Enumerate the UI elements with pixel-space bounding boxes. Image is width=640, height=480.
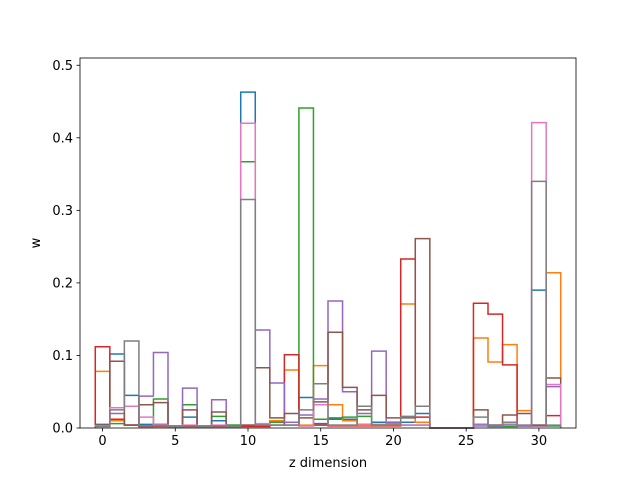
x-tick-label: 25 (458, 434, 475, 449)
y-tick-label: 0.1 (52, 349, 73, 364)
x-tick-label: 15 (312, 434, 329, 449)
y-tick-label: 0.2 (52, 276, 73, 291)
x-axis-ticks: 0 5 10 15 20 25 30 (98, 428, 547, 449)
x-tick-label: 30 (531, 434, 548, 449)
x-tick-label: 20 (385, 434, 402, 449)
y-tick-label: 0.4 (52, 131, 73, 146)
y-tick-label: 0.0 (52, 422, 73, 437)
y-axis-ticks: 0.0 0.1 0.2 0.3 0.4 0.5 (52, 59, 80, 437)
y-tick-label: 0.3 (52, 204, 73, 219)
series-layer (94, 91, 562, 429)
x-tick-label: 5 (171, 434, 179, 449)
series-8-step-line (94, 180, 562, 429)
x-tick-label: 10 (240, 434, 257, 449)
x-tick-label: 0 (98, 434, 106, 449)
plot-frame (79, 57, 577, 429)
y-axis-label: w (29, 237, 44, 248)
x-axis-label: z dimension (289, 456, 367, 471)
y-tick-label: 0.5 (52, 59, 73, 74)
